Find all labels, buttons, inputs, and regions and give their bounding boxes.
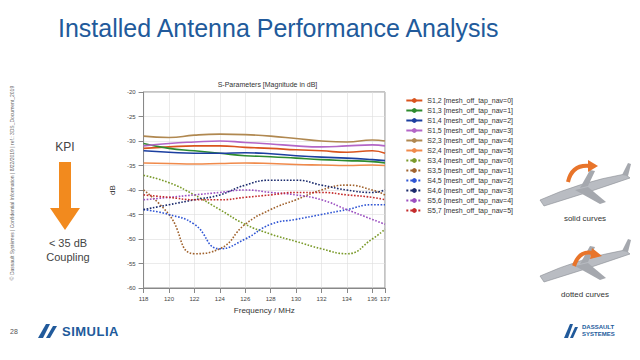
svg-text:-25: -25 [127, 114, 136, 120]
svg-text:130: 130 [291, 296, 302, 302]
svg-text:132: 132 [316, 296, 327, 302]
svg-text:Frequency / MHz: Frequency / MHz [234, 306, 295, 315]
svg-text:-45: -45 [127, 212, 136, 218]
svg-text:124: 124 [215, 296, 226, 302]
html-text:28: 28 [10, 328, 18, 335]
svg-text:S1,5 [mesh_off_tap_nav=3]: S1,5 [mesh_off_tap_nav=3] [427, 127, 513, 135]
svg-text:-55: -55 [127, 261, 136, 267]
html-text:SYSTEMES: SYSTEMES [582, 331, 615, 337]
svg-text:-60: -60 [127, 285, 136, 291]
html-text:© Dassault Systèmes | Confiden: © Dassault Systèmes | Confidential Infor… [9, 85, 15, 281]
svg-text:S3,5 [mesh_off_tap_nav=1]: S3,5 [mesh_off_tap_nav=1] [427, 167, 513, 175]
svg-text:120: 120 [164, 296, 175, 302]
svg-text:128: 128 [266, 296, 277, 302]
svg-text:S1,2 [mesh_off_tap_nav=0]: S1,2 [mesh_off_tap_nav=0] [427, 97, 513, 105]
svg-text:122: 122 [189, 296, 200, 302]
svg-text:S2,3 [mesh_off_tap_nav=4]: S2,3 [mesh_off_tap_nav=4] [427, 137, 513, 145]
svg-text:-20: -20 [127, 89, 136, 95]
svg-text:S3,4 [mesh_off_tap_nav=0]: S3,4 [mesh_off_tap_nav=0] [427, 157, 513, 165]
html-text:dotted curves: dotted curves [561, 290, 609, 299]
svg-text:-50: -50 [127, 236, 136, 242]
svg-text:S1,3 [mesh_off_tap_nav=1]: S1,3 [mesh_off_tap_nav=1] [427, 107, 513, 115]
svg-text:126: 126 [240, 296, 251, 302]
svg-text:S4,6 [mesh_off_tap_nav=3]: S4,6 [mesh_off_tap_nav=3] [427, 187, 513, 195]
svg-text:S5,6 [mesh_off_tap_nav=4]: S5,6 [mesh_off_tap_nav=4] [427, 197, 513, 205]
svg-text:-30: -30 [127, 138, 136, 144]
svg-text:S-Parameters [Magnitude in dB]: S-Parameters [Magnitude in dB] [218, 81, 318, 89]
svg-text:137: 137 [380, 296, 391, 302]
svg-text:dB: dB [108, 185, 117, 195]
svg-text:-35: -35 [127, 163, 136, 169]
svg-text:S4,5 [mesh_off_tap_nav=2]: S4,5 [mesh_off_tap_nav=2] [427, 177, 513, 185]
html-text:< 35 dB: < 35 dB [48, 237, 88, 249]
svg-text:-40: -40 [127, 187, 136, 193]
html-text:DASSAULT: DASSAULT [582, 324, 615, 330]
svg-text:S2,4 [mesh_off_tap_nav=5]: S2,4 [mesh_off_tap_nav=5] [427, 147, 513, 155]
svg-text:S5,7 [mesh_off_tap_nav=5]: S5,7 [mesh_off_tap_nav=5] [427, 207, 513, 215]
svg-text:136: 136 [367, 296, 378, 302]
svg-text:S1,4 [mesh_off_tap_nav=2]: S1,4 [mesh_off_tap_nav=2] [427, 117, 513, 125]
svg-text:134: 134 [342, 296, 353, 302]
html-text:solid curves: solid curves [563, 214, 607, 223]
html-text:Coupling: Coupling [46, 251, 90, 263]
html-text:KPI: KPI [55, 140, 75, 154]
html-text:SIMULIA: SIMULIA [62, 324, 119, 339]
svg-text:118: 118 [139, 296, 149, 302]
html-text:Installed Antenna Performance: Installed Antenna Performance Analysis [58, 14, 499, 42]
